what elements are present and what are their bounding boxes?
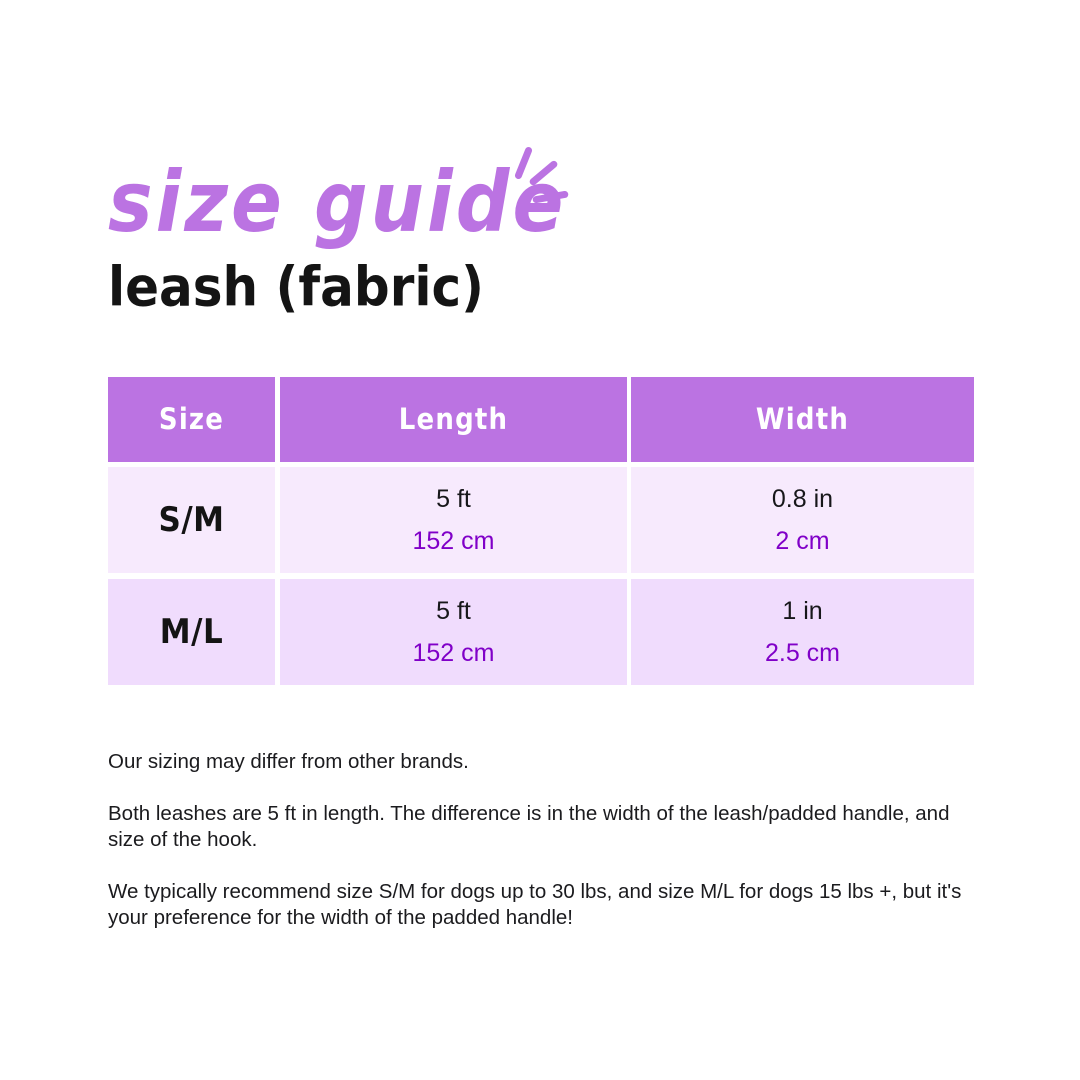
title-row: size guide	[108, 145, 808, 251]
table-header-row: Size Length Width	[108, 377, 974, 462]
sizing-notes: Our sizing may differ from other brands.…	[108, 749, 964, 931]
note-paragraph-1: Our sizing may differ from other brands.	[108, 750, 469, 773]
size-label: S/M	[158, 500, 225, 540]
page-title: size guide	[108, 152, 567, 252]
table-cell-width: 0.8 in 2 cm	[631, 467, 974, 573]
table-cell-size: S/M	[108, 467, 275, 573]
table-cell-length: 5 ft 152 cm	[280, 579, 627, 685]
heading-block: size guide leash (fabric)	[108, 145, 808, 319]
note-paragraph-2: Both leashes are 5 ft in length. The dif…	[108, 802, 950, 851]
width-metric-value: 2.5 cm	[764, 638, 841, 667]
width-metric-value: 2 cm	[775, 526, 830, 555]
sparkle-dash-3	[532, 190, 569, 204]
table-cell-length: 5 ft 152 cm	[280, 467, 627, 573]
size-chart-table: Size Length Width S/M 5 ft 152 cm 0.8 in…	[108, 377, 974, 685]
length-metric-value: 152 cm	[412, 638, 495, 667]
length-imperial-value: 5 ft	[436, 596, 471, 625]
length-metric-value: 152 cm	[412, 526, 495, 555]
column-header-width-label: Width	[755, 402, 850, 437]
table-cell-size: M/L	[108, 579, 275, 685]
note-paragraph-3: We typically recommend size S/M for dogs…	[108, 880, 962, 929]
size-label: M/L	[159, 612, 224, 652]
length-imperial-value: 5 ft	[436, 484, 471, 513]
table-cell-width: 1 in 2.5 cm	[631, 579, 974, 685]
width-imperial-value: 0.8 in	[771, 484, 834, 513]
sparkle-dashes-icon	[500, 144, 570, 208]
sparkle-dash-2	[528, 159, 559, 187]
page-subtitle: leash (fabric)	[108, 256, 484, 319]
table-header-cell-width: Width	[631, 377, 974, 462]
column-header-length-label: Length	[398, 402, 509, 437]
sparkle-dash-1	[513, 145, 534, 181]
table-header-cell-size: Size	[108, 377, 275, 462]
table-row: M/L 5 ft 152 cm 1 in 2.5 cm	[108, 579, 974, 685]
width-imperial-value: 1 in	[782, 596, 823, 625]
table-header-cell-length: Length	[280, 377, 627, 462]
table-row: S/M 5 ft 152 cm 0.8 in 2 cm	[108, 467, 974, 573]
column-header-size-label: Size	[158, 402, 225, 437]
